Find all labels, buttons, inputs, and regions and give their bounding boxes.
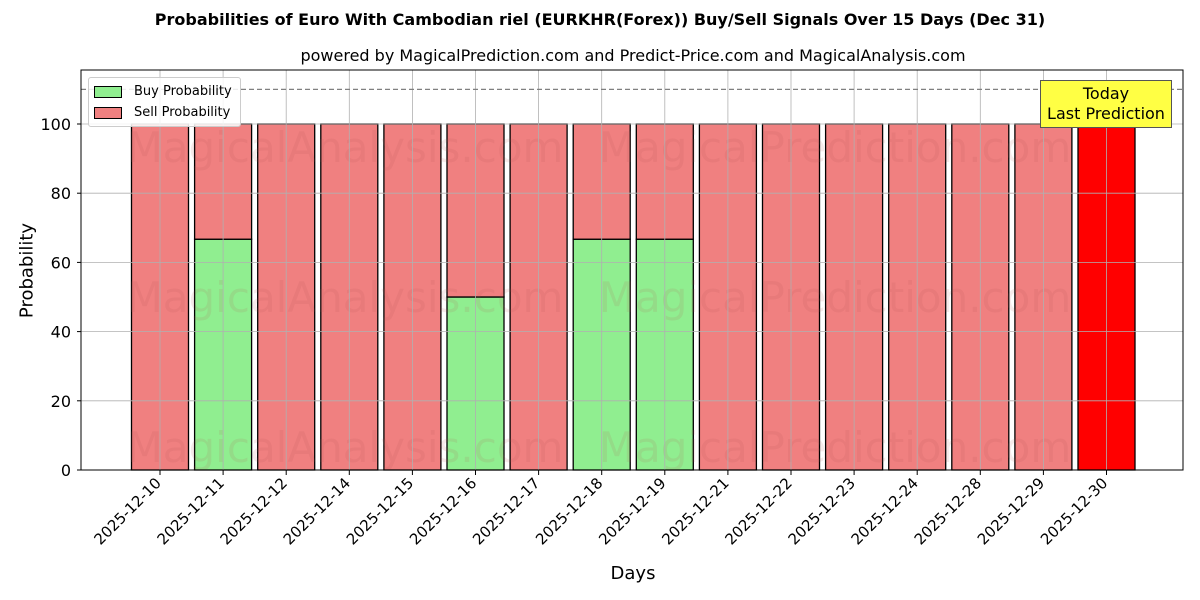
x-tick-label: 2025-12-21 bbox=[658, 474, 732, 548]
y-tick-label: 60 bbox=[51, 253, 71, 272]
y-tick-label: 0 bbox=[61, 461, 71, 480]
x-tick-label: 2025-12-22 bbox=[721, 474, 795, 548]
sell-swatch-icon bbox=[94, 106, 122, 119]
x-tick-label: 2025-12-12 bbox=[217, 474, 291, 548]
y-tick-label: 40 bbox=[51, 323, 71, 342]
x-axis-label: Days bbox=[610, 563, 656, 584]
y-tick-label: 100 bbox=[40, 115, 71, 134]
plot-frame bbox=[80, 69, 1184, 471]
watermark-text: MagicalPrediction.com bbox=[599, 423, 1072, 472]
x-tick-label: 2025-12-19 bbox=[595, 474, 669, 548]
today-annotation: Today Last Prediction bbox=[1040, 80, 1172, 128]
x-tick-label: 2025-12-29 bbox=[974, 474, 1048, 548]
x-tick-label: 2025-12-11 bbox=[154, 474, 228, 548]
y-tick-label: 20 bbox=[51, 392, 71, 411]
x-tick-label: 2025-12-24 bbox=[848, 474, 922, 548]
x-tick-label: 2025-12-10 bbox=[90, 474, 164, 548]
watermark-text: MagicalAnalysis.com bbox=[127, 123, 564, 172]
y-axis-label: Probability bbox=[16, 222, 38, 319]
watermark-text: MagicalPrediction.com bbox=[599, 123, 1072, 172]
buy-swatch-icon bbox=[94, 85, 122, 98]
watermark-text: MagicalAnalysis.com bbox=[127, 423, 564, 472]
x-tick-label: 2025-12-28 bbox=[911, 474, 985, 548]
x-tick-label: 2025-12-15 bbox=[343, 474, 417, 548]
legend-sell-label: Sell Probability bbox=[134, 105, 231, 120]
x-tick-label: 2025-12-18 bbox=[532, 474, 606, 548]
legend-item-buy: Buy Probability bbox=[94, 81, 232, 102]
legend-buy-label: Buy Probability bbox=[134, 84, 232, 99]
annotation-line-1: Today bbox=[1082, 84, 1130, 103]
x-tick-label: 2025-12-16 bbox=[406, 474, 480, 548]
x-tick-label: 2025-12-30 bbox=[1037, 474, 1111, 548]
legend-item-sell: Sell Probability bbox=[94, 102, 232, 123]
chart-subtitle: powered by MagicalPrediction.com and Pre… bbox=[300, 46, 966, 65]
x-tick-label: 2025-12-23 bbox=[785, 474, 859, 548]
x-tick-label: 2025-12-14 bbox=[280, 474, 354, 548]
chart-title: Probabilities of Euro With Cambodian rie… bbox=[154, 10, 1046, 29]
x-tick-label: 2025-12-17 bbox=[469, 474, 543, 548]
y-tick-label: 80 bbox=[51, 184, 71, 203]
watermark-text: MagicalAnalysis.com bbox=[127, 273, 564, 322]
watermark-text: MagicalPrediction.com bbox=[599, 273, 1072, 322]
legend: Buy Probability Sell Probability bbox=[88, 77, 241, 127]
annotation-line-2: Last Prediction bbox=[1047, 104, 1165, 123]
